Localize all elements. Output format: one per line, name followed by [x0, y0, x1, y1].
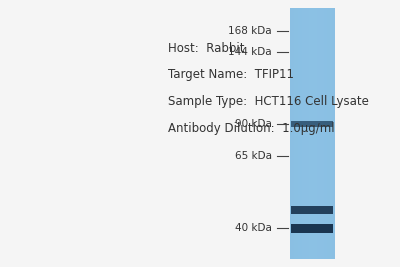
Text: 40 kDa: 40 kDa	[235, 223, 272, 233]
Text: 90 kDa: 90 kDa	[235, 119, 272, 129]
Text: Antibody Dilution:  1.0μg/ml: Antibody Dilution: 1.0μg/ml	[168, 122, 335, 135]
Text: Host:  Rabbit: Host: Rabbit	[168, 42, 244, 54]
Text: Sample Type:  HCT116 Cell Lysate: Sample Type: HCT116 Cell Lysate	[168, 95, 369, 108]
Text: 168 kDa: 168 kDa	[228, 26, 272, 36]
Text: 144 kDa: 144 kDa	[228, 47, 272, 57]
Bar	[291, 121, 333, 127]
Bar	[291, 206, 333, 214]
Bar	[291, 224, 333, 233]
Text: Target Name:  TFIP11: Target Name: TFIP11	[168, 68, 294, 81]
Text: 65 kDa: 65 kDa	[235, 151, 272, 161]
